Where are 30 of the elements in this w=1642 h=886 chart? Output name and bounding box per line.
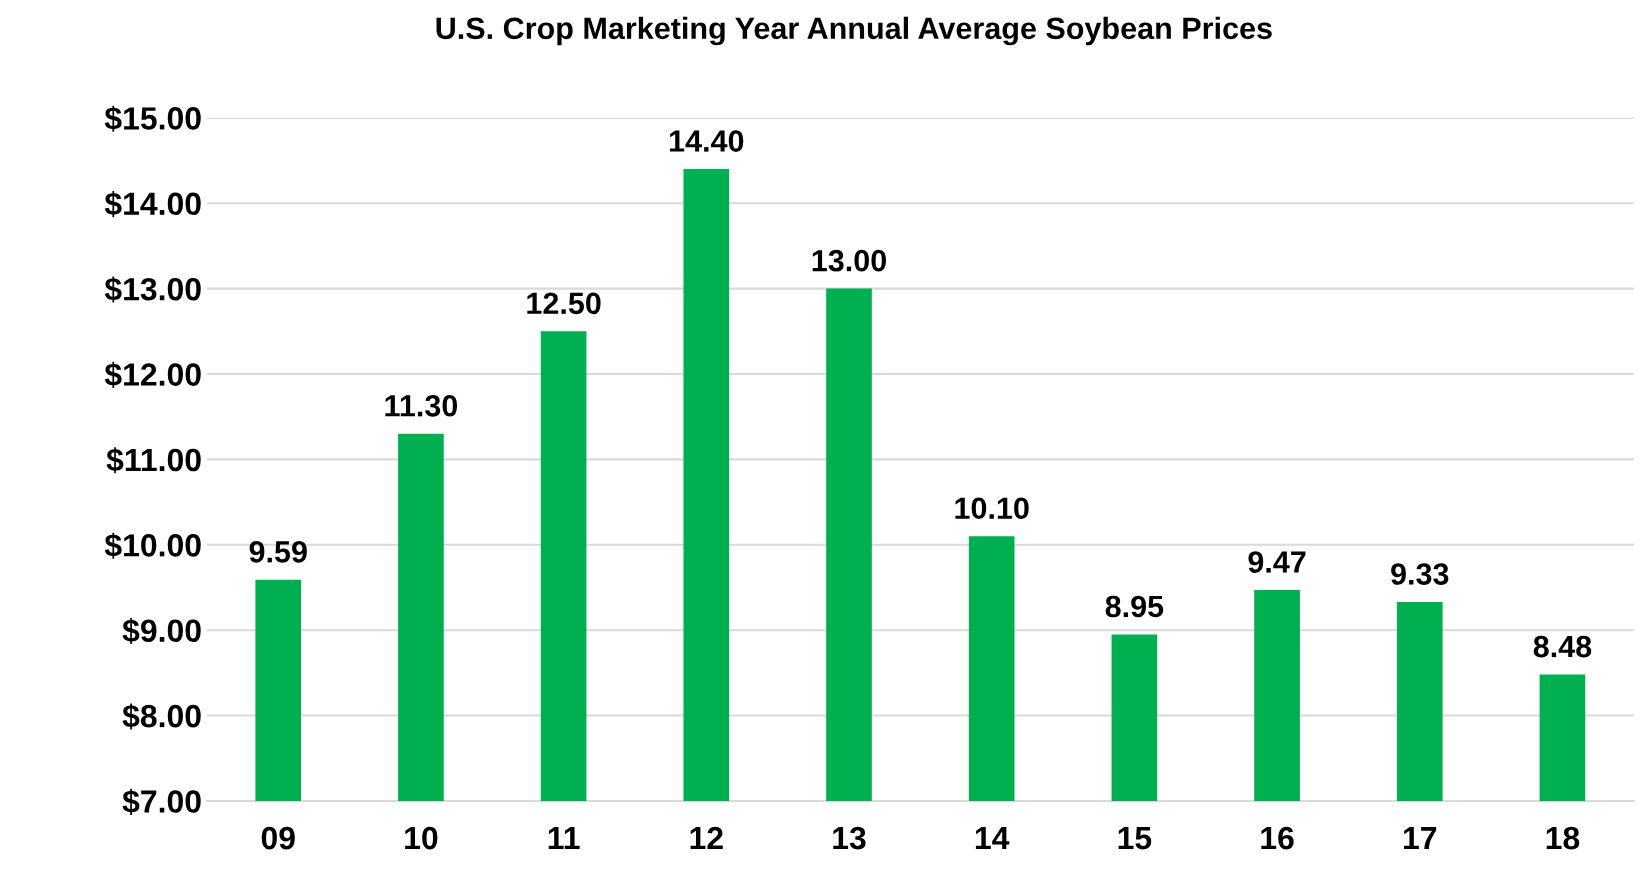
- x-tick-label: 18: [1546, 826, 1580, 850]
- data-label: 12.50: [527, 292, 601, 315]
- y-tick-label: $8.00: [122, 703, 201, 730]
- data-label: 10.10: [955, 497, 1029, 520]
- y-tick-label: $7.00: [122, 788, 201, 815]
- data-label: 11.30: [385, 394, 458, 417]
- x-tick-label: 15: [1118, 827, 1152, 850]
- data-label: 13.00: [812, 249, 886, 272]
- y-tick-label: $9.00: [122, 618, 201, 645]
- y-tick-label: $13.00: [104, 276, 201, 303]
- y-tick-label: $15.00: [104, 105, 201, 132]
- y-tick-label: $14.00: [104, 191, 201, 218]
- x-tick-label: 14: [975, 827, 1010, 850]
- x-tick-label: 11: [548, 827, 580, 850]
- data-label: 9.47: [1248, 551, 1306, 573]
- y-tick-label: $12.00: [104, 361, 201, 388]
- y-tick-label: $10.00: [104, 532, 201, 559]
- y-tick-label: $11.00: [106, 447, 201, 474]
- x-tick-label: 09: [261, 826, 295, 850]
- data-label: 14.40: [670, 130, 744, 152]
- x-tick-label: 17: [1404, 827, 1437, 850]
- x-tick-label: 13: [833, 826, 866, 850]
- chart-title: U.S. Crop Marketing Year Annual Average Soybean Prices: [436, 16, 1272, 46]
- data-label: 9.33: [1391, 563, 1449, 585]
- x-tick-label: 10: [405, 826, 438, 850]
- data-label: 9.59: [249, 541, 307, 563]
- x-tick-label: 16: [1261, 826, 1294, 850]
- x-tick-label: 12: [690, 826, 723, 850]
- data-label: 8.48: [1533, 635, 1592, 658]
- data-label: 8.95: [1105, 595, 1164, 618]
